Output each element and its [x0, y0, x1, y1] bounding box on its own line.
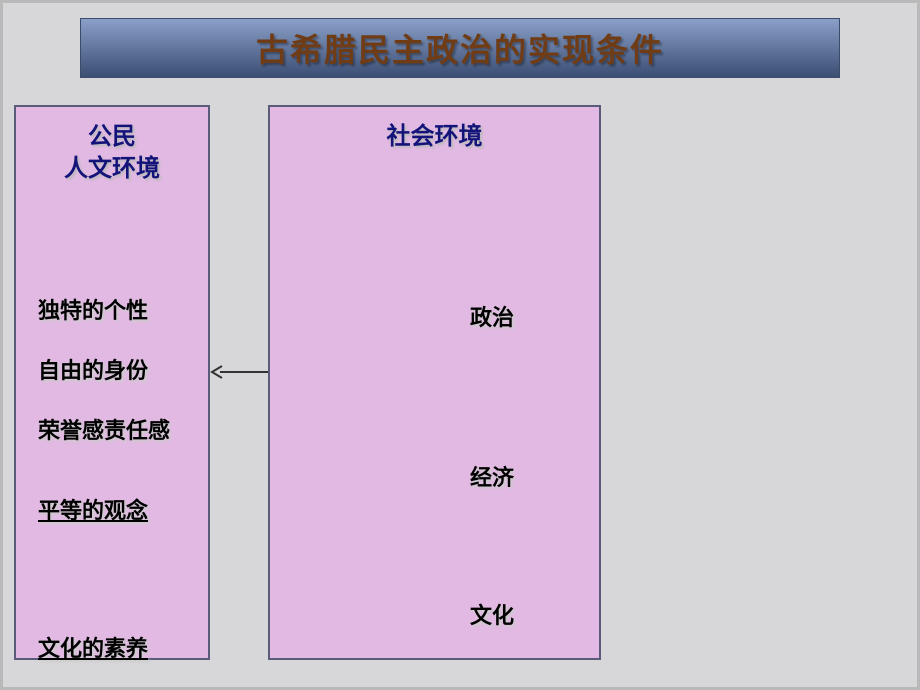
arrow-icon	[210, 365, 268, 379]
title-bar: 古希腊民主政治的实现条件	[80, 18, 840, 78]
left-panel: 公民 人文环境 独特的个性自由的身份荣誉感责任感平等的观念文化的素养	[14, 105, 210, 660]
right-panel-heading: 社会环境	[270, 121, 599, 153]
left-heading-line1: 公民	[16, 121, 208, 153]
right-heading-line2: 社会环境	[270, 121, 599, 153]
left-item-0: 独特的个性	[38, 293, 148, 325]
right-panel: 社会环境 政治经济文化	[268, 105, 601, 660]
right-item-2: 文化	[470, 598, 514, 630]
left-panel-heading: 公民 人文环境	[16, 121, 208, 186]
right-item-0: 政治	[470, 300, 514, 332]
right-items-area: 政治经济文化	[270, 153, 599, 623]
left-items-area: 独特的个性自由的身份荣誉感责任感平等的观念文化的素养	[16, 186, 208, 656]
left-heading-line2: 人文环境	[16, 153, 208, 185]
title-text: 古希腊民主政治的实现条件	[256, 25, 664, 71]
left-item-4: 文化的素养	[38, 631, 148, 663]
left-item-2: 荣誉感责任感	[38, 413, 170, 445]
right-item-1: 经济	[470, 460, 514, 492]
left-item-3: 平等的观念	[38, 493, 148, 525]
left-item-1: 自由的身份	[38, 353, 148, 385]
